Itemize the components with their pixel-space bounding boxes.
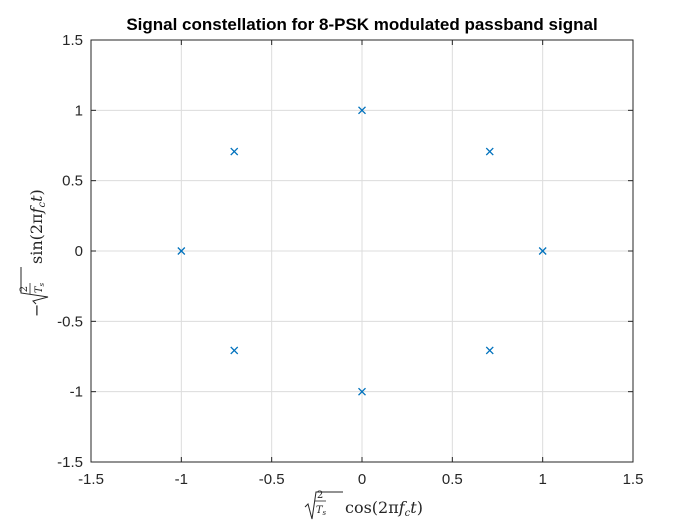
y-tick-label: -0.5 (57, 313, 83, 330)
x-tick-label: 1 (538, 471, 546, 488)
svg-text:cos(2πfct): cos(2πfct) (345, 498, 423, 519)
constellation-point (485, 147, 494, 156)
x-tick-label: -0.5 (259, 471, 285, 488)
svg-text:2: 2 (317, 490, 323, 501)
y-tick-label: 1.5 (62, 32, 83, 49)
ticks: -1.5 -1 -0.5 0 0.5 1 1.5 -1.5 -1 -0.5 0 0.5 1 1.5 (57, 32, 643, 488)
x-tick-label: 0.5 (442, 471, 463, 488)
svg-text:2: 2 (19, 286, 30, 292)
x-tick-label: -1.5 (78, 471, 104, 488)
svg-text:sin(2πfct): sin(2πfct) (27, 189, 48, 264)
x-axis-label: 2 Ts cos(2πfct) (304, 490, 423, 520)
y-axis-label: − 2 Ts sin(2πfct) (19, 189, 49, 317)
x-tick-label: 0 (358, 471, 366, 488)
constellation-point (230, 147, 239, 156)
constellation-point (230, 346, 239, 355)
y-tick-label: 1 (75, 102, 83, 119)
constellation-point (538, 247, 547, 255)
chart-title: Signal constellation for 8-PSK modulated… (126, 15, 597, 34)
svg-text:Ts: Ts (316, 505, 327, 517)
y-tick-label: -1 (70, 384, 83, 401)
x-tick-label: 1.5 (623, 471, 644, 488)
constellation-point (358, 106, 366, 115)
y-tick-label: 0 (75, 243, 83, 260)
svg-text:Ts: Ts (34, 282, 46, 293)
constellation-point (177, 247, 186, 255)
data-points (177, 106, 547, 396)
svg-text:−: − (27, 304, 46, 317)
x-tick-label: -1 (175, 471, 188, 488)
y-tick-label: 0.5 (62, 173, 83, 190)
y-tick-label: -1.5 (57, 454, 83, 471)
constellation-point (358, 387, 366, 396)
constellation-point (485, 346, 494, 355)
